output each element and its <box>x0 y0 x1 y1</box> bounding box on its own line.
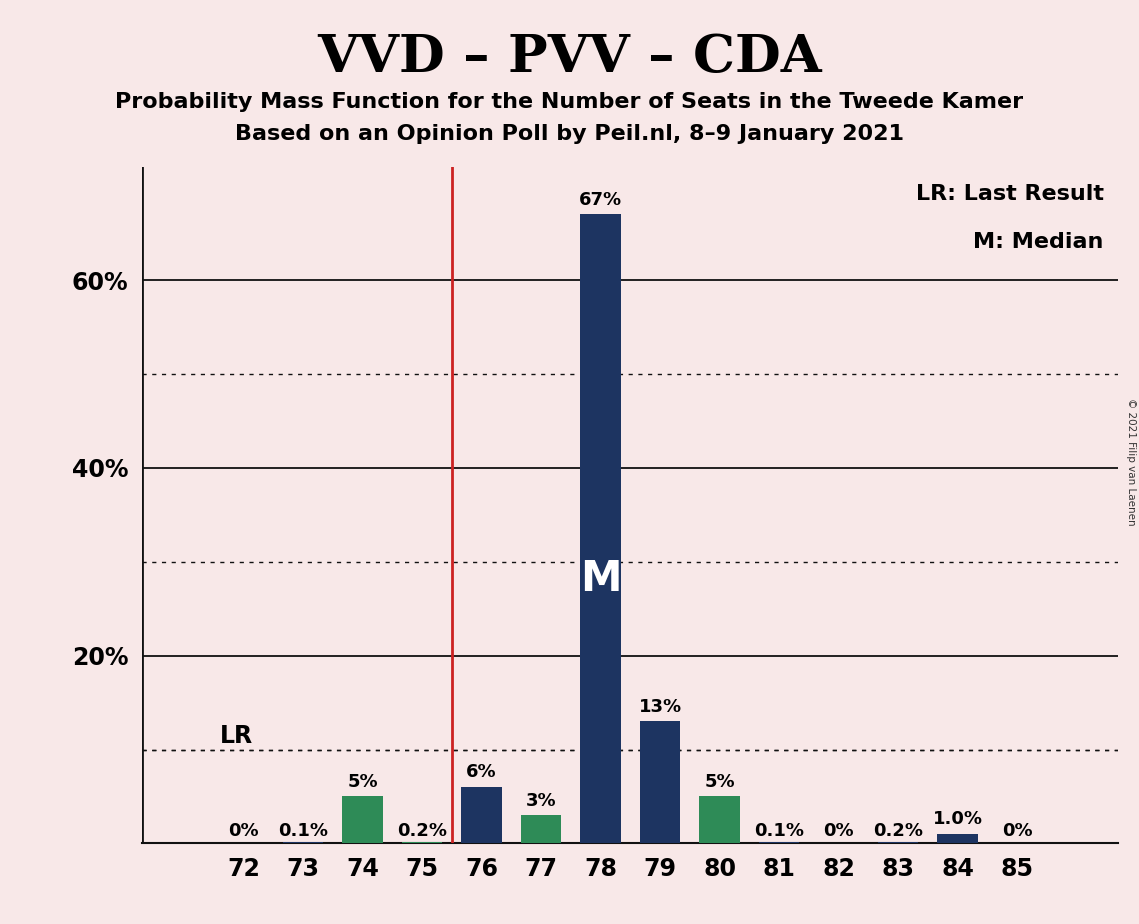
Bar <box>581 214 621 844</box>
Text: LR: Last Result: LR: Last Result <box>916 185 1104 204</box>
Text: M: M <box>580 558 622 601</box>
Text: 0%: 0% <box>823 821 854 840</box>
Text: © 2021 Filip van Laenen: © 2021 Filip van Laenen <box>1126 398 1136 526</box>
Text: 13%: 13% <box>639 698 682 716</box>
Text: 67%: 67% <box>579 190 622 209</box>
Bar <box>521 815 562 844</box>
Text: 0.1%: 0.1% <box>754 821 804 840</box>
Text: 6%: 6% <box>466 763 497 782</box>
Bar <box>937 834 978 844</box>
Text: 0%: 0% <box>1002 821 1032 840</box>
Text: Probability Mass Function for the Number of Seats in the Tweede Kamer: Probability Mass Function for the Number… <box>115 92 1024 113</box>
Text: M: Median: M: Median <box>974 232 1104 251</box>
Bar <box>402 842 442 844</box>
Bar <box>878 842 918 844</box>
Text: 1.0%: 1.0% <box>933 810 983 829</box>
Text: 5%: 5% <box>704 772 735 791</box>
Text: VVD – PVV – CDA: VVD – PVV – CDA <box>317 32 822 83</box>
Text: 5%: 5% <box>347 772 378 791</box>
Bar <box>699 796 740 844</box>
Text: 0.2%: 0.2% <box>398 821 448 840</box>
Text: LR: LR <box>220 723 253 748</box>
Text: Based on an Opinion Poll by Peil.nl, 8–9 January 2021: Based on an Opinion Poll by Peil.nl, 8–9… <box>235 124 904 144</box>
Text: 0.2%: 0.2% <box>874 821 923 840</box>
Text: 0.1%: 0.1% <box>278 821 328 840</box>
Bar <box>759 843 800 844</box>
Bar <box>343 796 383 844</box>
Bar <box>461 787 502 844</box>
Bar <box>282 843 323 844</box>
Text: 3%: 3% <box>526 792 557 809</box>
Text: 0%: 0% <box>228 821 259 840</box>
Bar <box>640 722 680 844</box>
